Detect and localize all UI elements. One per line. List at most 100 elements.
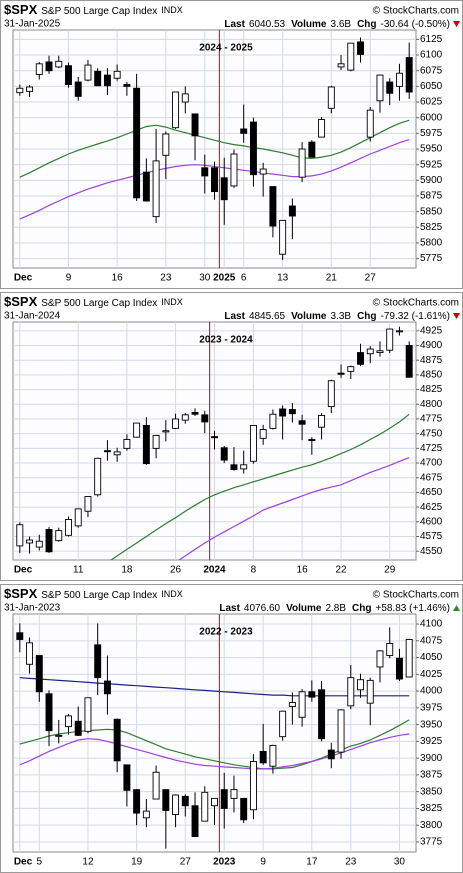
volume-value: 3.6B	[330, 19, 351, 30]
chart-panel: $SPX S&P 500 Large Cap Index INDX © StockCh…	[0, 292, 463, 581]
y-tick-label: 3950	[420, 719, 443, 730]
y-tick-label: 4725	[420, 443, 443, 454]
y-tick-label: 4900	[420, 340, 443, 351]
volume-label: Volume	[291, 19, 327, 30]
watermark: © StockCharts.com	[373, 298, 459, 309]
x-tick-label: 23	[345, 857, 357, 868]
candle-body	[347, 677, 355, 707]
x-tick-label: 2023	[213, 857, 236, 868]
candle-body	[103, 450, 111, 453]
y-tick-label: 6125	[420, 34, 443, 45]
y-tick-label: 6100	[420, 50, 443, 61]
candle-body	[220, 789, 228, 809]
symbol: $SPX	[4, 586, 38, 601]
candle-body	[220, 447, 228, 461]
candle-body	[279, 710, 287, 738]
candle-body	[113, 718, 121, 762]
y-tick-label: 3850	[420, 786, 443, 797]
candle-body	[230, 153, 238, 187]
candle-body	[386, 328, 394, 351]
candle-body	[113, 451, 121, 456]
y-tick-label: 5800	[420, 238, 443, 249]
change-value: +58.83 (+1.46%)	[376, 603, 451, 614]
y-tick-label: 5900	[420, 175, 443, 186]
candle-body	[191, 805, 199, 838]
exchange: INDX	[161, 589, 183, 599]
y-tick-label: 5975	[420, 128, 443, 139]
watermark: © StockCharts.com	[373, 590, 459, 601]
candle-body	[249, 121, 257, 176]
last-label: Last	[219, 603, 240, 614]
candle-body	[211, 797, 218, 807]
candle-body	[84, 496, 92, 512]
candle-body	[211, 436, 218, 439]
annotation: 2022 - 2023	[199, 627, 253, 638]
y-tick-label: 6050	[420, 81, 443, 92]
candle-body	[308, 691, 316, 698]
candle-body	[357, 679, 364, 691]
y-tick-label: 5775	[420, 253, 443, 264]
candle-body	[45, 61, 53, 72]
y-tick-label: 3800	[420, 820, 443, 831]
candle-body	[201, 791, 209, 822]
change-label: Chg	[357, 311, 376, 322]
candle-body	[259, 750, 267, 764]
x-tick-label: 13	[277, 273, 289, 284]
y-tick-label: 6025	[420, 97, 443, 108]
candle-body	[269, 744, 277, 767]
candle-body	[376, 350, 384, 354]
candle-body	[249, 761, 257, 811]
candle-body	[181, 795, 189, 807]
candle-body	[94, 644, 102, 679]
candle-body	[405, 345, 413, 378]
candle-body	[337, 372, 345, 375]
x-tick-label: 26	[170, 565, 182, 576]
candle-body	[16, 632, 24, 640]
last-value: 4076.60	[244, 603, 281, 614]
x-tick-label: 17	[306, 857, 318, 868]
y-tick-label: 4800	[420, 399, 443, 410]
change-value: -79.32 (-1.61%)	[381, 311, 450, 322]
candle-body	[74, 508, 82, 527]
y-tick-label: 4825	[420, 384, 443, 395]
plot-content	[16, 326, 413, 560]
candle-body	[240, 128, 248, 134]
y-tick-label: 5850	[420, 206, 443, 217]
annotation: 2023 - 2024	[199, 335, 253, 346]
candle-body	[133, 87, 141, 199]
exchange: INDX	[161, 297, 183, 307]
candle-body	[55, 734, 63, 737]
watermark: © StockCharts.com	[373, 6, 459, 17]
chart-panel: $SPX S&P 500 Large Cap Index INDX © StockCh…	[0, 584, 463, 873]
y-tick-label: 5825	[420, 222, 443, 233]
y-tick-label: 4775	[420, 414, 443, 425]
candle-body	[318, 119, 326, 138]
candle-body	[230, 789, 238, 799]
y-tick-label: 4100	[420, 619, 443, 630]
candle-body	[26, 86, 34, 92]
candle-body	[259, 168, 267, 175]
candle-body	[405, 639, 413, 678]
x-tick-label: 21	[326, 273, 338, 284]
candle-body	[318, 414, 326, 428]
candle-body	[35, 540, 43, 548]
x-tick-label: 8	[251, 565, 257, 576]
y-tick-label: 3875	[420, 770, 443, 781]
y-tick-label: 4600	[420, 516, 443, 527]
candle-body	[347, 42, 355, 71]
candle-body	[45, 693, 53, 732]
symbol: $SPX	[4, 2, 38, 17]
x-tick-label: Dec	[14, 565, 33, 576]
y-tick-label: 4550	[420, 546, 443, 557]
plot-content	[16, 37, 413, 260]
x-tick-label: 27	[180, 857, 192, 868]
x-tick-label: 19	[131, 857, 143, 868]
candle-body	[181, 414, 189, 421]
candle-body	[65, 715, 72, 728]
x-tick-label: 2025	[213, 273, 236, 284]
candle-body	[327, 380, 335, 408]
candle-body	[405, 57, 413, 93]
candle-body	[395, 72, 403, 87]
date: 31-Jan-2023	[4, 603, 61, 614]
